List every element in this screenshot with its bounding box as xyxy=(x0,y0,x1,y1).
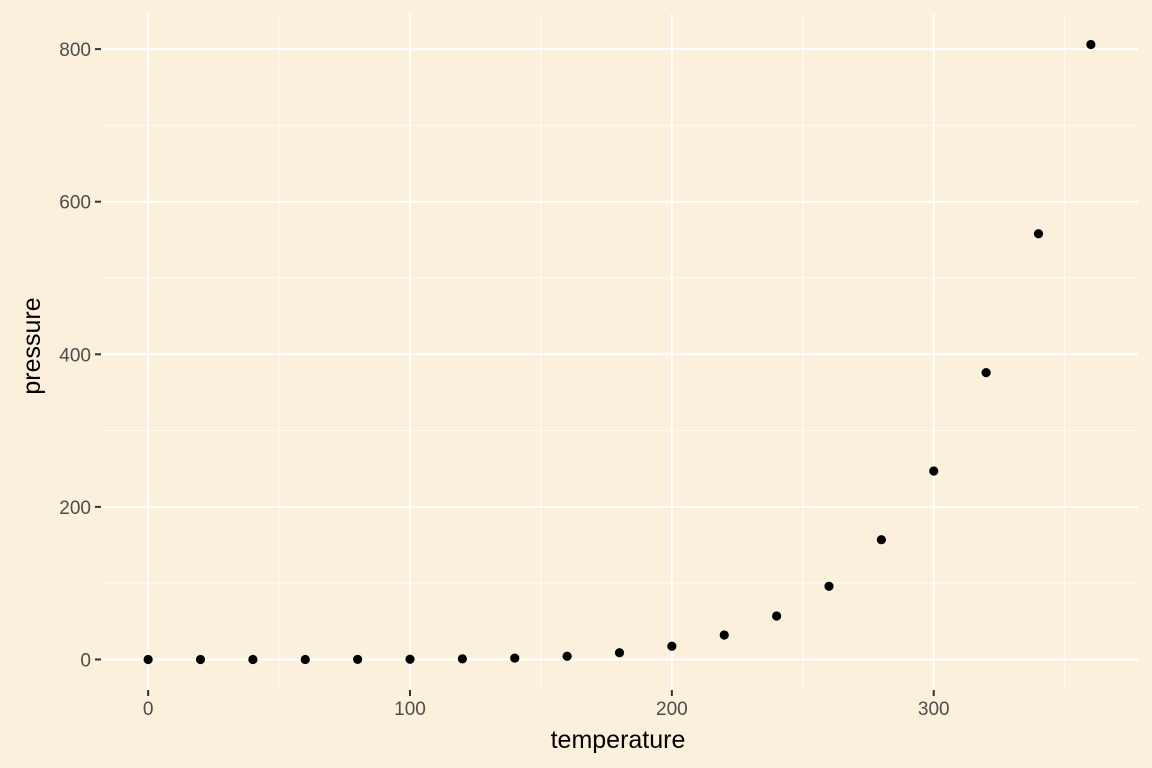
data-point xyxy=(1033,229,1044,239)
data-point xyxy=(824,581,834,591)
y-axis-tick-labels: 0 200 400 600 800 xyxy=(59,40,91,671)
data-point xyxy=(719,630,729,640)
y-tick-label: 600 xyxy=(59,193,91,214)
y-tick-label: 200 xyxy=(59,498,91,519)
data-point xyxy=(876,535,886,545)
x-axis-title: temperature xyxy=(551,726,686,754)
data-point xyxy=(195,654,206,665)
y-tick-label: 800 xyxy=(59,40,91,61)
x-tick-label: 0 xyxy=(143,699,154,720)
data-point xyxy=(405,654,415,664)
data-point xyxy=(510,653,520,663)
data-point xyxy=(143,654,153,665)
data-point xyxy=(562,651,572,661)
y-tick-label: 400 xyxy=(59,345,91,366)
axis-ticks xyxy=(95,48,935,696)
y-axis-title: pressure xyxy=(18,297,46,394)
data-point xyxy=(772,611,782,621)
data-point xyxy=(929,466,939,476)
data-point xyxy=(300,654,310,665)
data-point xyxy=(248,654,258,665)
x-tick-label: 300 xyxy=(918,699,950,720)
x-tick-label: 100 xyxy=(394,699,426,720)
x-axis-tick-labels: 0 100 200 300 xyxy=(143,699,950,720)
data-point xyxy=(614,648,625,658)
minor-gridlines xyxy=(101,14,1138,690)
data-point xyxy=(667,641,677,651)
data-points xyxy=(143,39,1096,665)
data-point xyxy=(1086,39,1096,50)
major-gridlines xyxy=(101,14,1138,690)
data-point xyxy=(981,368,991,378)
x-tick-label: 200 xyxy=(656,699,688,720)
data-point xyxy=(353,654,363,665)
data-point xyxy=(457,654,467,664)
y-tick-label: 0 xyxy=(80,650,91,671)
